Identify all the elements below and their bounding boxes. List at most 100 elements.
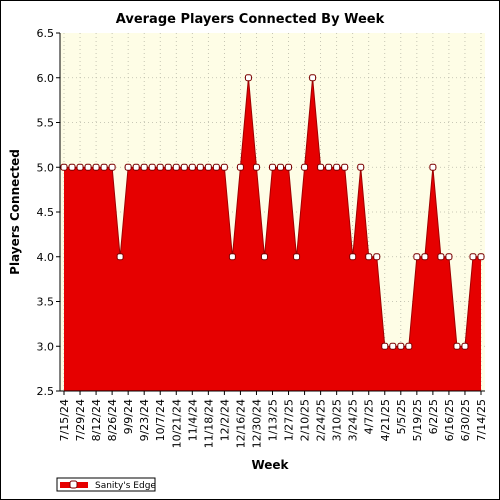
legend: Sanity's Edge [56,477,156,492]
data-point [260,253,268,261]
data-point [389,342,397,350]
x-tick-label: 4/7/25 [363,399,376,434]
x-tick-label: 12/2/24 [218,399,231,441]
x-tick-label: 2/24/25 [315,399,328,441]
y-tick-label: 5.5 [37,117,55,130]
x-tick-label: 12/30/24 [250,399,263,448]
data-point [196,163,204,171]
data-point [76,163,84,171]
y-tick-label: 6.0 [37,72,55,85]
x-tick-label: 11/18/24 [202,399,215,448]
data-point [461,342,469,350]
data-point [124,163,132,171]
data-point [405,342,413,350]
x-tick-label: 5/5/25 [395,399,408,434]
data-point [301,163,309,171]
data-point [100,163,108,171]
x-tick-label: 3/10/25 [331,399,344,441]
data-point [140,163,148,171]
x-tick-label: 4/21/25 [379,399,392,441]
data-point [309,74,317,82]
x-tick-labels: 7/15/24 7/29/24 8/12/24 8/26/24 9/9/24 9/23/2… [58,391,488,448]
data-point [68,163,76,171]
x-tick-label: 9/23/24 [138,399,151,441]
x-tick-label: 2/10/25 [299,399,312,441]
data-point [60,163,68,171]
data-point [469,253,477,261]
y-axis-label: Players Connected [8,149,22,275]
y-tick-label: 4.0 [37,251,55,264]
y-tick-label: 6.5 [37,27,55,40]
data-point [285,163,293,171]
legend-label: Sanity's Edge [95,481,156,491]
data-point [228,253,236,261]
data-point [437,253,445,261]
data-point [212,163,220,171]
x-tick-label: 6/2/25 [427,399,440,434]
data-point [421,253,429,261]
y-tick-labels: 2.5 3.0 3.5 4.0 4.5 5.0 5.5 6.0 6.5 [37,27,60,398]
data-point [252,163,260,171]
data-point [365,253,373,261]
x-tick-label: 9/9/24 [122,399,135,434]
data-point [92,163,100,171]
x-tick-label: 1/13/25 [267,399,280,441]
data-point [429,163,437,171]
data-point [317,163,325,171]
data-point [413,253,421,261]
y-tick-label: 4.5 [37,206,55,219]
data-point [220,163,228,171]
data-point [341,163,349,171]
data-point [373,253,381,261]
data-point [84,163,92,171]
x-tick-label: 1/27/25 [283,399,296,441]
data-point [156,163,164,171]
x-tick-label: 6/30/25 [459,399,472,441]
x-tick-label: 8/12/24 [90,399,103,441]
x-tick-label: 12/16/24 [234,399,247,448]
data-point [293,253,301,261]
x-tick-label: 7/14/25 [475,399,488,441]
x-tick-label: 3/24/25 [347,399,360,441]
y-tick-label: 2.5 [37,385,55,398]
data-point [333,163,341,171]
x-tick-label: 10/21/24 [170,399,183,448]
data-point [325,163,333,171]
data-point [453,342,461,350]
y-tick-label: 5.0 [37,161,55,174]
data-point [108,163,116,171]
x-tick-label: 10/7/24 [154,399,167,441]
y-tick-label: 3.0 [37,340,55,353]
data-point [445,253,453,261]
data-point [236,163,244,171]
x-tick-label: 7/29/24 [74,399,87,441]
x-axis-label: Week [251,458,289,472]
legend-marker [69,480,78,489]
area-fill [64,77,481,391]
data-point [180,163,188,171]
data-point [244,74,252,82]
data-point [477,253,485,261]
series-markers [60,74,485,350]
data-point [132,163,140,171]
x-tick-label: 8/26/24 [106,399,119,441]
data-point [148,163,156,171]
data-point [381,342,389,350]
data-point [357,163,365,171]
y-tick-label: 3.5 [37,296,55,309]
data-point [349,253,357,261]
chart-title: Average Players Connected By Week [116,12,385,27]
x-tick-label: 6/16/25 [443,399,456,441]
data-point [269,163,276,171]
data-point [397,342,405,350]
x-tick-label: 7/15/24 [58,399,71,441]
x-tick-label: 5/19/25 [411,399,424,441]
data-point [164,163,172,171]
data-point [188,163,196,171]
data-point [172,163,180,171]
data-point [204,163,212,171]
x-tick-label: 11/4/24 [186,399,199,441]
data-point [277,163,285,171]
data-point [116,253,124,261]
